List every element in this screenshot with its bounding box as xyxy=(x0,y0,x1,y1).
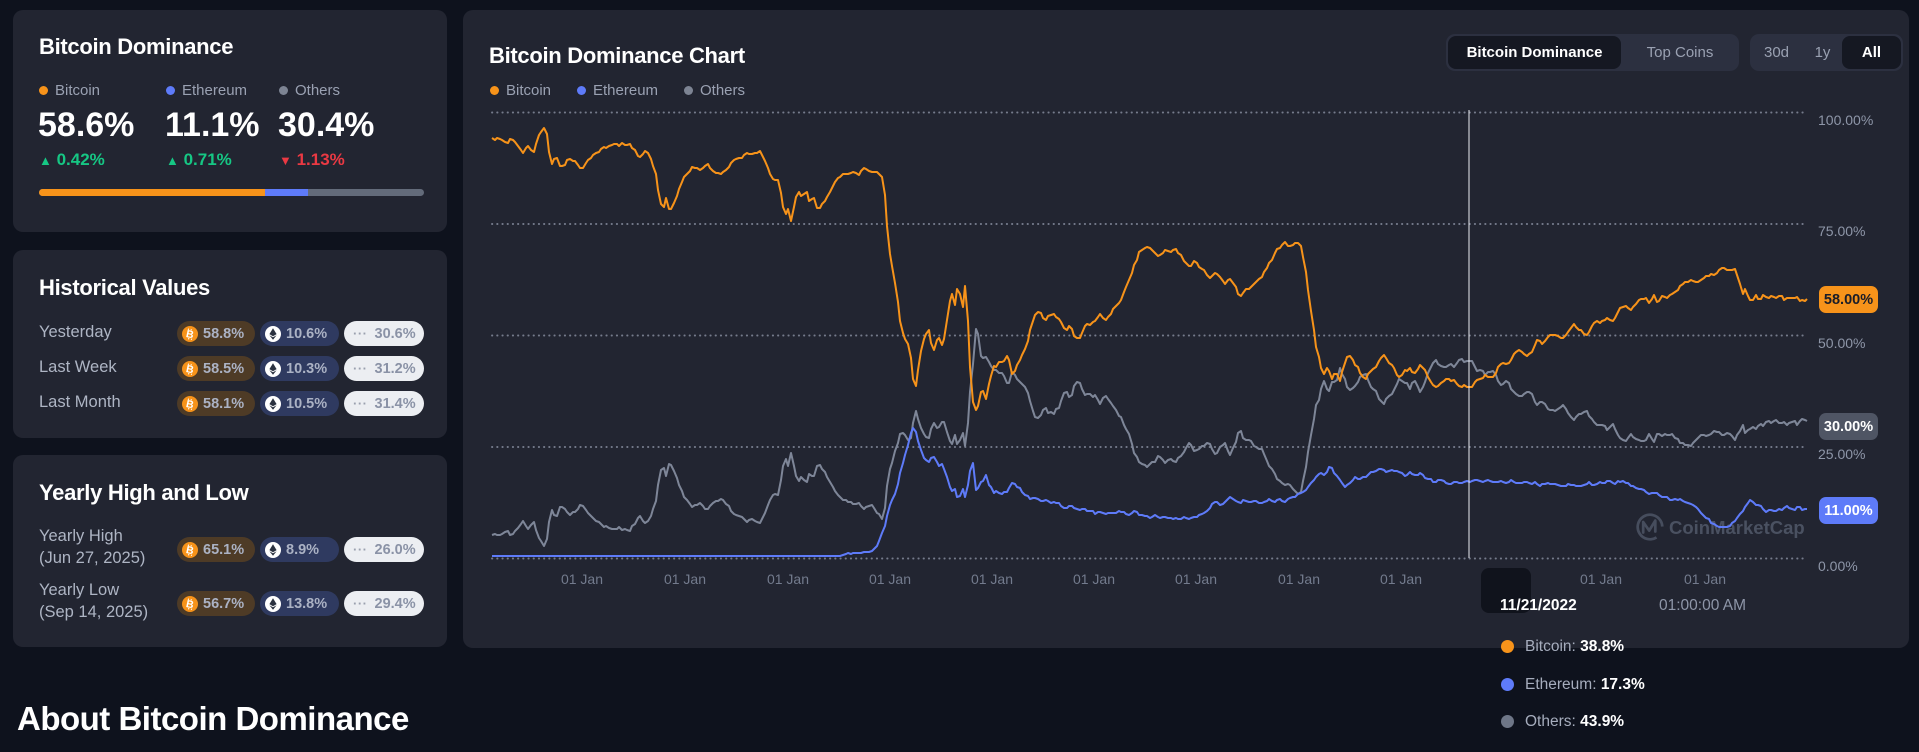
svg-text:B: B xyxy=(185,398,195,411)
svg-text:B: B xyxy=(185,598,195,611)
svg-text:B: B xyxy=(185,328,195,341)
svg-text:B: B xyxy=(185,544,195,557)
svg-text:CoinMarketCap: CoinMarketCap xyxy=(1669,517,1805,538)
svg-text:B: B xyxy=(185,363,195,376)
